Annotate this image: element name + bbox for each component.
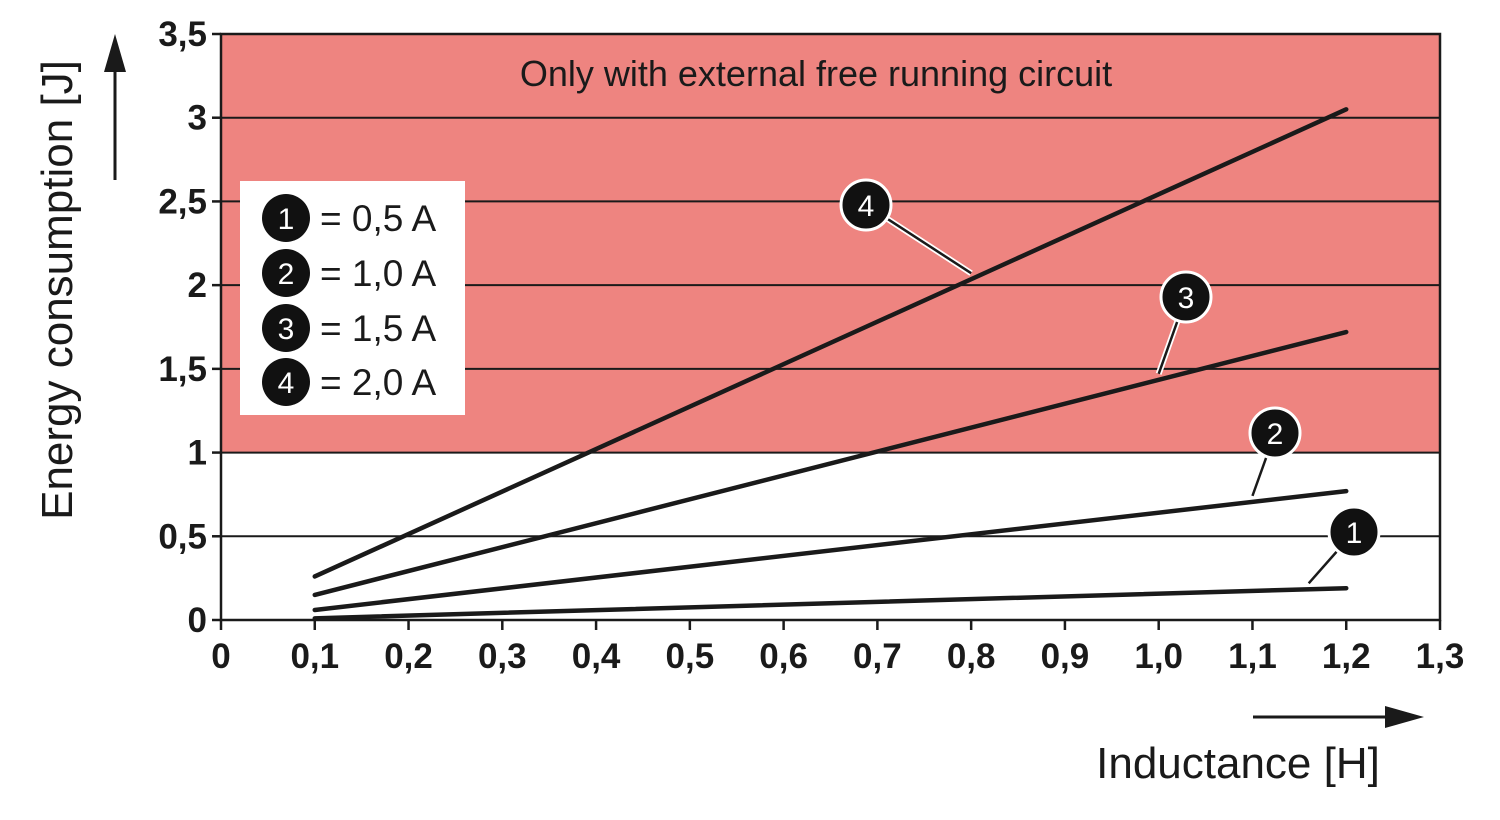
legend-number-4: 4 — [278, 367, 295, 400]
callout-badge-1 — [1327, 505, 1381, 559]
callout-number-4: 4 — [858, 190, 875, 223]
y-axis-ticks: 0 0,5 1 1,5 2 2,5 3 3,5 — [158, 15, 221, 640]
legend-badge-1 — [262, 194, 310, 242]
zone-label: Only with external free running circuit — [520, 53, 1112, 94]
x-axis-ticks: 0 0,1 0,2 0,3 0,4 0,5 0,6 0,7 0,8 0,9 1,0 1,1 1,2 1,3 — [211, 620, 1464, 676]
callout-number-1: 1 — [1346, 517, 1363, 550]
y-tick-label: 3,5 — [158, 15, 207, 54]
legend-badge-2 — [262, 249, 310, 297]
callout-badge-2 — [1248, 406, 1302, 460]
y-tick-label: 1,5 — [158, 350, 207, 389]
y-tick-label: 0 — [188, 601, 207, 640]
legend-label-2: = 1,0 A — [320, 253, 437, 294]
callout-number-3: 3 — [1178, 282, 1195, 315]
x-tick-label: 0,4 — [572, 637, 621, 676]
x-tick-label: 0,6 — [759, 637, 808, 676]
legend-number-3: 3 — [278, 313, 295, 346]
y-tick-label: 0,5 — [158, 517, 207, 556]
x-tick-label: 0,3 — [478, 637, 527, 676]
callout-badge-4 — [839, 178, 893, 232]
x-tick-label: 0,7 — [853, 637, 902, 676]
series-line-1 — [312, 585, 1349, 621]
legend: 1 = 0,5 A 2 = 1,0 A 3 = 1,5 A 4 = 2,0 A — [240, 181, 465, 415]
x-tick-label: 0,9 — [1041, 637, 1090, 676]
x-axis-title: Inductance [H] — [1096, 739, 1380, 788]
series-lines — [312, 107, 1349, 621]
plot-frame — [219, 32, 1442, 622]
legend-label-3: = 1,5 A — [320, 308, 437, 349]
legend-number-2: 2 — [278, 258, 295, 291]
x-tick-label: 1,2 — [1322, 637, 1371, 676]
legend-badge-3 — [262, 304, 310, 352]
series-line-2 — [312, 488, 1349, 613]
y-tick-label: 1 — [188, 434, 207, 473]
x-tick-label: 1,3 — [1416, 637, 1465, 676]
legend-label-4: = 2,0 A — [320, 362, 437, 403]
x-tick-label: 0,2 — [384, 637, 433, 676]
x-tick-label: 1,0 — [1134, 637, 1183, 676]
x-axis-title-group: Inductance [H] — [1096, 706, 1424, 788]
series-line-3 — [312, 329, 1349, 598]
legend-badge-4 — [262, 358, 310, 406]
y-tick-label: 2,5 — [158, 182, 207, 221]
x-axis-arrow-head — [1385, 706, 1424, 728]
series-callouts: 1 2 3 4 — [839, 178, 1381, 586]
x-tick-label: 0,5 — [666, 637, 715, 676]
x-tick-label: 0 — [211, 637, 230, 676]
callout-badge-3 — [1159, 270, 1213, 324]
series-line-4 — [312, 107, 1349, 579]
x-tick-label: 0,1 — [290, 637, 339, 676]
legend-label-1: = 0,5 A — [320, 198, 437, 239]
legend-number-1: 1 — [278, 203, 295, 236]
callout-number-2: 2 — [1267, 418, 1284, 451]
y-tick-label: 2 — [188, 266, 207, 305]
y-axis-title-group: Energy consumption [J] — [33, 34, 126, 520]
y-axis-title: Energy consumption [J] — [33, 60, 82, 520]
x-tick-label: 1,1 — [1228, 637, 1277, 676]
y-axis-arrow-head — [104, 34, 126, 72]
y-tick-label: 3 — [188, 99, 207, 138]
x-tick-label: 0,8 — [947, 637, 996, 676]
